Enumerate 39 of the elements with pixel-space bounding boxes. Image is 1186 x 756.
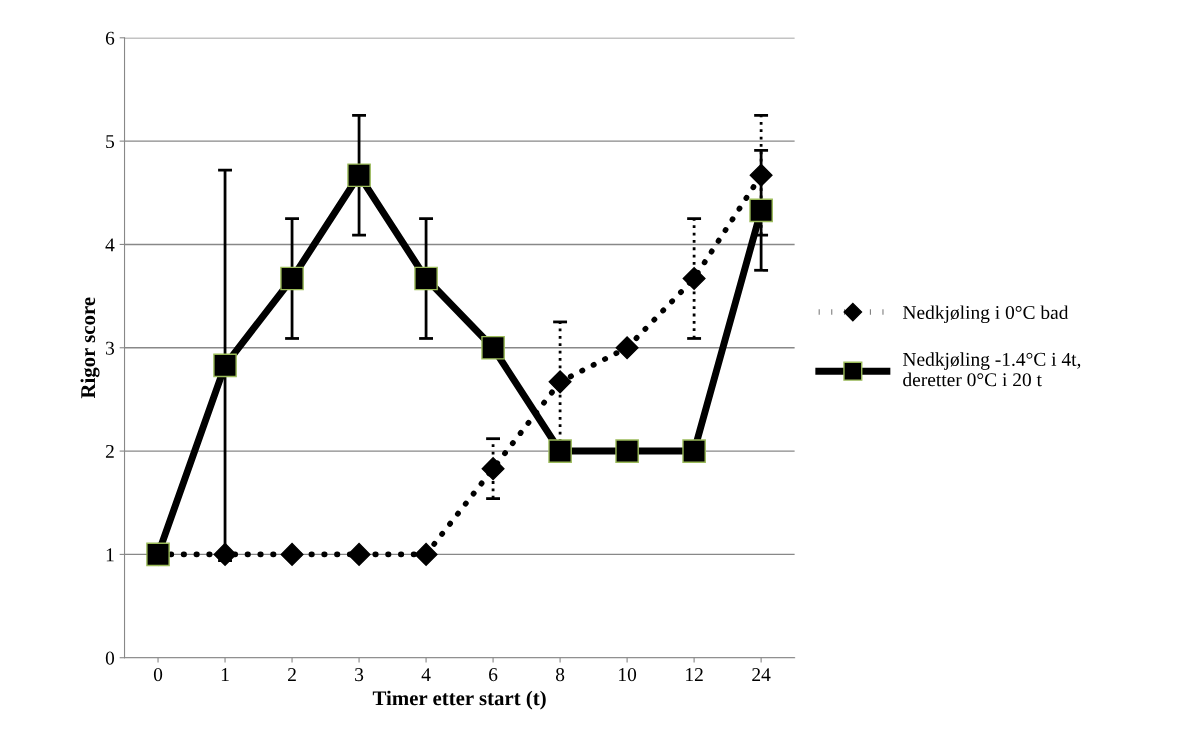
point [682, 439, 706, 463]
x-tick-label: 12 [686, 668, 703, 681]
x-tick-label: 2 [288, 668, 296, 681]
point [213, 542, 237, 566]
point [414, 266, 438, 291]
legend-label: Nedkjøling -1.4°C i 4t, deretter 0°C i 20 t [902, 352, 1081, 387]
y-axis-title: Rigor score [80, 297, 100, 399]
point [280, 542, 304, 566]
legend-label: Nedkjøling i 0°C bad [902, 305, 1069, 324]
point [615, 336, 639, 360]
x-tick-label: 24 [752, 668, 771, 681]
point [749, 163, 773, 187]
point [615, 439, 639, 463]
y-tick-label: 2 [105, 444, 114, 458]
point [548, 439, 572, 463]
x-tick-label: 4 [421, 668, 431, 681]
point [213, 353, 237, 378]
point [481, 335, 505, 360]
x-axis-title: Timer etter start (t) [372, 690, 546, 710]
point [481, 457, 505, 481]
point [749, 198, 773, 223]
y-tick-label: 5 [106, 135, 115, 149]
x-tick-label: 0 [153, 668, 163, 682]
y-tick-label: 0 [105, 651, 115, 665]
x-tick-label: 3 [355, 668, 364, 682]
point [347, 542, 371, 566]
point [280, 266, 304, 291]
x-tick-label: 10 [619, 668, 637, 682]
y-tick-label: 1 [106, 548, 114, 562]
y-tick-label: 6 [105, 31, 115, 45]
point [548, 370, 572, 394]
y-tick-label: 4 [105, 238, 115, 252]
point [347, 163, 371, 188]
x-tick-label: 8 [555, 668, 565, 682]
x-tick-label: 6 [489, 668, 498, 682]
x-tick-label: 1 [221, 668, 229, 681]
y-tick-label: 3 [106, 341, 115, 355]
point [414, 542, 438, 566]
point [682, 267, 706, 291]
